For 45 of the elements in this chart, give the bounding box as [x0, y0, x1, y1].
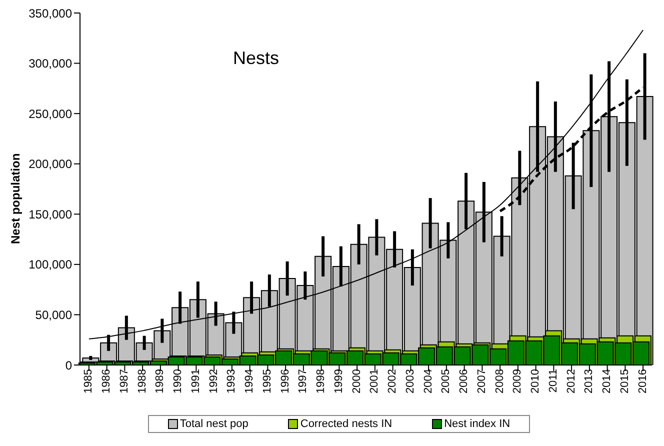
x-tick-label: 2011 — [547, 369, 560, 393]
x-tick-label: 1992 — [208, 369, 220, 394]
x-tick-label: 2010 — [530, 369, 542, 394]
x-tick-label: 2006 — [458, 369, 470, 394]
y-tick-label: 200,000 — [28, 157, 72, 172]
x-tick-label: 2013 — [583, 369, 596, 394]
x-tick-label: 1988 — [136, 369, 148, 394]
x-tick-label: 2005 — [440, 369, 452, 394]
x-tick-label: 1998 — [315, 369, 328, 394]
y-tick-label: 50,000 — [35, 308, 72, 322]
x-tick-label: 1987 — [118, 369, 130, 394]
y-tick-label: 150,000 — [28, 207, 72, 222]
x-tick-label: 2004 — [422, 369, 434, 394]
x-tick-label: 2008 — [494, 369, 506, 394]
y-tick-label: 0 — [65, 358, 72, 372]
x-tick-label: 1995 — [261, 369, 274, 394]
x-tick-label: 1985 — [82, 369, 95, 394]
x-tick-label: 1997 — [297, 369, 310, 394]
y-tick-label: 100,000 — [28, 258, 72, 272]
x-tick-label: 2014 — [601, 369, 614, 394]
annotation: Nests — [233, 48, 280, 69]
x-tick-label: 1999 — [332, 369, 345, 394]
x-tick-label: 1986 — [100, 369, 113, 394]
x-tick-label: 1990 — [172, 369, 184, 394]
x-tick-label: 2016 — [636, 369, 649, 394]
x-tick-label: 1994 — [244, 369, 256, 394]
x-tick-label: 2003 — [404, 369, 416, 394]
x-tick-label: 1989 — [154, 369, 166, 394]
x-tick-label: 2002 — [386, 369, 399, 394]
x-tick-label: 1991 — [190, 369, 202, 394]
y-tick-label: 250,000 — [28, 106, 72, 121]
x-tick-label: 2001 — [368, 369, 381, 394]
x-tick-label: 2015 — [618, 369, 631, 394]
y-axis-title: Nest population — [8, 153, 22, 244]
x-tick-label: 2007 — [476, 369, 488, 394]
legend-label: Total nest pop — [180, 418, 248, 430]
x-tick-label: 1993 — [226, 369, 238, 394]
legend-label: Nest index IN — [444, 418, 510, 430]
legend-label: Corrected nests IN — [300, 418, 392, 430]
x-tick-label: 2012 — [565, 369, 578, 394]
y-tick-label: 300,000 — [28, 56, 72, 71]
y-tick-label: 350,000 — [28, 6, 72, 20]
x-tick-label: 2009 — [512, 369, 524, 394]
x-tick-label: 2000 — [350, 369, 363, 394]
x-tick-label: 1996 — [279, 369, 292, 394]
